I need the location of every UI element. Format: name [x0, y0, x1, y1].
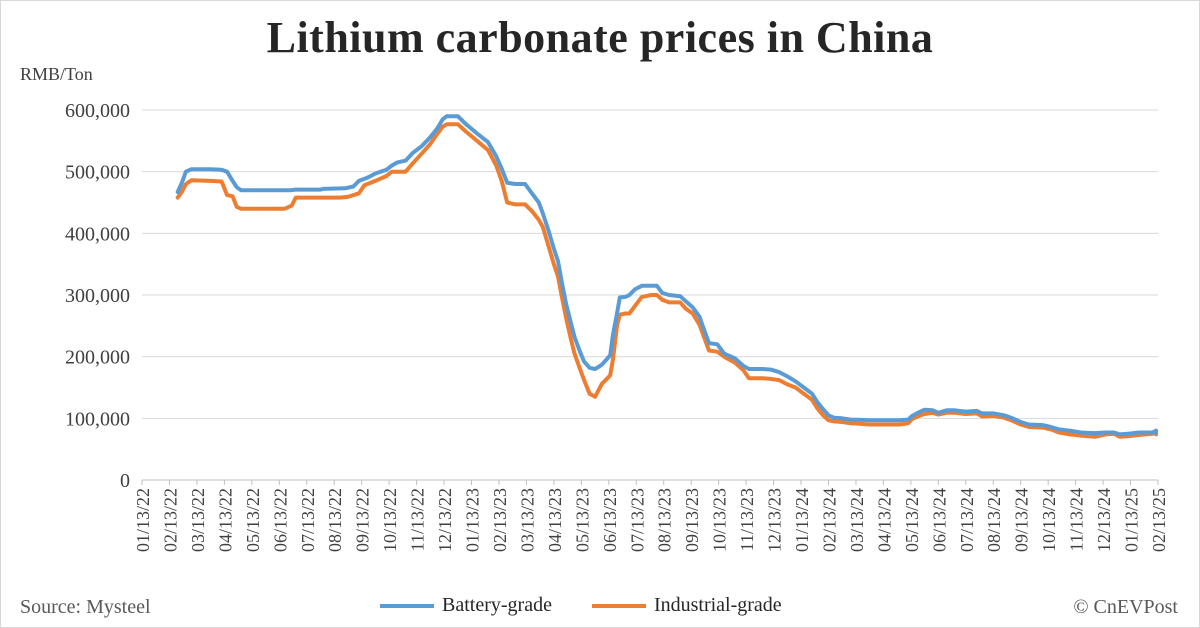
- x-tick-label: 07/13/23: [627, 488, 647, 552]
- y-tick-label: 200,000: [65, 347, 130, 369]
- x-tick-label: 03/13/22: [188, 488, 208, 552]
- series-lines: [175, 114, 1158, 439]
- legend-item-industrial-grade: Industrial-grade: [591, 594, 782, 617]
- x-tick-label: 12/13/22: [435, 488, 455, 552]
- x-tick-label: 10/13/22: [380, 488, 400, 552]
- x-tick-label: 01/13/24: [792, 488, 812, 552]
- legend-swatch-industrial: [591, 603, 646, 608]
- x-tick-label: 05/13/24: [902, 488, 922, 552]
- x-tick-label: 09/13/24: [1012, 488, 1032, 552]
- x-tick-label: 01/13/25: [1122, 488, 1142, 552]
- x-tick-label: 02/13/22: [160, 488, 180, 552]
- x-tick-label: 03/13/24: [847, 488, 867, 552]
- x-tick-label: 10/13/23: [710, 488, 730, 552]
- x-tick-label: 12/13/23: [765, 488, 785, 552]
- x-tick-label: 11/13/23: [737, 488, 757, 551]
- x-tick-label: 04/13/23: [545, 488, 565, 552]
- x-tick-label: 12/13/24: [1094, 488, 1114, 552]
- brand-watermark: © CnEVPost: [1073, 596, 1178, 618]
- y-tick-label: 400,000: [65, 223, 130, 245]
- x-tick-label: 01/13/22: [133, 488, 153, 552]
- x-tick-label: 02/13/24: [819, 488, 839, 552]
- x-tick-label: 05/13/22: [243, 488, 263, 552]
- y-axis-ticks: 0 100,000 200,000 300,000 400,000 500,000 600,…: [65, 100, 130, 492]
- x-tick-label: 07/13/22: [298, 488, 318, 552]
- x-tick-label: 04/13/22: [215, 488, 235, 552]
- series-line-industrial-grade: [175, 122, 1158, 439]
- x-tick-label: 01/13/23: [463, 488, 483, 552]
- legend-label-industrial: Industrial-grade: [653, 594, 782, 616]
- x-tick-label: 07/13/24: [957, 488, 977, 552]
- x-tick-label: 08/13/23: [655, 488, 675, 552]
- chart-title: Lithium carbonate prices in China: [266, 13, 934, 62]
- x-tick-label: 09/13/22: [353, 488, 373, 552]
- x-tick-label: 08/13/24: [984, 488, 1004, 552]
- x-tick-label: 06/13/24: [929, 488, 949, 552]
- x-tick-label: 10/13/24: [1039, 488, 1059, 552]
- legend: Battery-grade Industrial-grade: [380, 594, 782, 617]
- y-tick-label: 600,000: [65, 100, 130, 122]
- x-tick-label: 03/13/23: [517, 488, 537, 552]
- x-tick-label: 08/13/22: [325, 488, 345, 552]
- legend-item-battery-grade: Battery-grade: [380, 594, 552, 617]
- source-note: Source: Mysteel: [20, 596, 151, 618]
- y-tick-label: 300,000: [65, 285, 130, 307]
- x-tick-label: 09/13/23: [682, 488, 702, 552]
- x-tick-label: 06/13/23: [600, 488, 620, 552]
- x-tick-label: 02/13/25: [1149, 488, 1169, 552]
- legend-label-battery: Battery-grade: [442, 594, 552, 616]
- x-tick-label: 05/13/23: [572, 488, 592, 552]
- y-tick-label: 0: [120, 470, 130, 492]
- series-line-battery-grade: [175, 114, 1158, 437]
- x-axis-ticks: 01/13/22 02/13/22 03/13/22 04/13/22 05/13/22…: [133, 480, 1169, 552]
- y-axis-unit-label: RMB/Ton: [20, 64, 93, 84]
- y-tick-label: 500,000: [65, 162, 130, 184]
- y-tick-label: 100,000: [65, 408, 130, 430]
- x-tick-label: 06/13/22: [270, 488, 290, 552]
- x-tick-label: 04/13/24: [874, 488, 894, 552]
- x-tick-label: 11/13/22: [408, 488, 428, 551]
- x-tick-label: 11/13/24: [1067, 488, 1087, 551]
- legend-swatch-battery: [380, 603, 434, 608]
- x-tick-label: 02/13/23: [490, 488, 510, 552]
